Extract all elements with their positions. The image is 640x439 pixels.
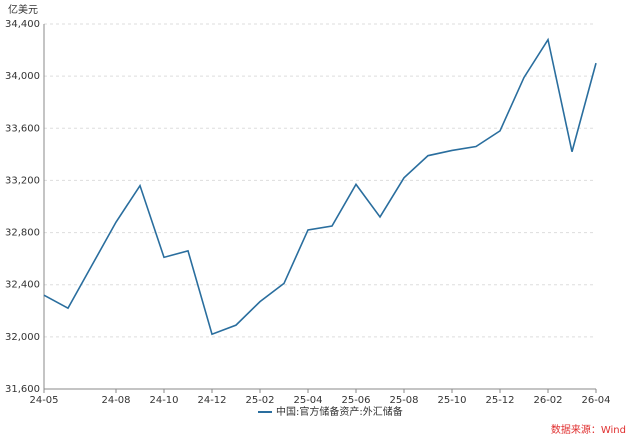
- x-tick-label: 25-02: [245, 395, 274, 406]
- y-unit: 亿美元: [8, 3, 38, 16]
- x-tick-label: 25-06: [341, 395, 370, 406]
- source: 数据来源：Wind: [551, 423, 626, 436]
- y-tick-label: 33,200: [5, 175, 40, 186]
- legend-label: 中国:官方储备资产:外汇储备: [276, 405, 403, 418]
- x-tick-label: 24-12: [197, 395, 226, 406]
- y-tick-label: 34,000: [5, 71, 40, 82]
- y-tick-label: 31,600: [5, 384, 40, 395]
- data-line: [43, 37, 597, 336]
- x-tick-label: 24-08: [101, 395, 130, 406]
- x-tick-label: 24-05: [29, 395, 58, 406]
- x-tick-label: 25-12: [485, 395, 514, 406]
- x-tick-label: 26-04: [581, 395, 610, 406]
- x-tick-label: 25-10: [437, 395, 466, 406]
- x-tick-label: 24-10: [149, 395, 178, 406]
- y-tick-label: 32,000: [5, 332, 40, 343]
- y-tick-label: 33,600: [5, 123, 40, 134]
- y-tick-label: 34,400: [5, 19, 40, 30]
- x-tick-label: 25-08: [389, 395, 418, 406]
- y-tick-label: 32,800: [5, 228, 40, 239]
- x-tick-label: 25-04: [293, 395, 322, 406]
- y-tick-label: 32,400: [5, 280, 40, 291]
- x-tick-label: 26-02: [533, 395, 562, 406]
